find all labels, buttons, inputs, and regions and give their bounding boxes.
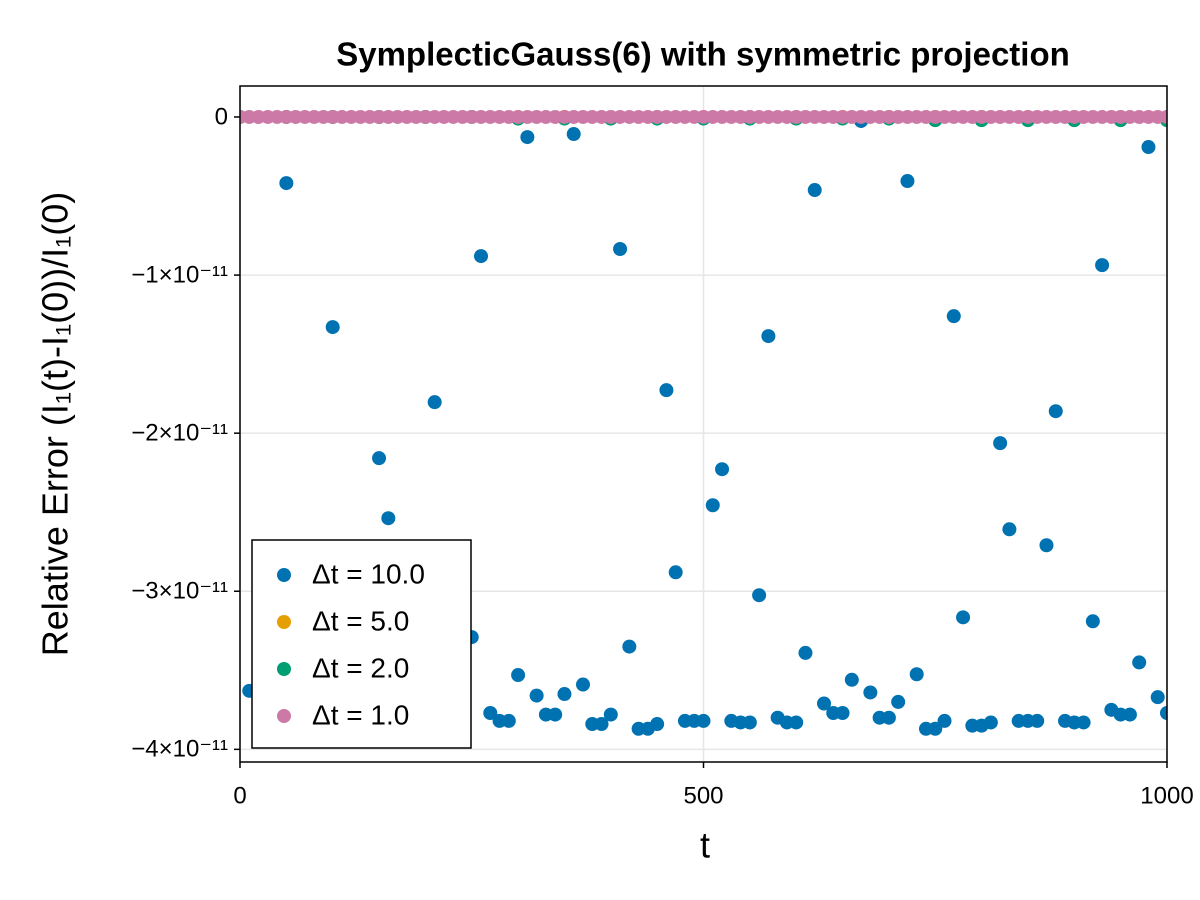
data-point <box>483 705 498 720</box>
legend: Δt = 10.0 Δt = 5.0 Δt = 2.0 Δt = 1.0 <box>251 539 472 749</box>
data-point <box>752 588 767 603</box>
data-point <box>835 705 850 720</box>
y-tick-label: −2×10⁻¹¹ <box>131 420 228 447</box>
data-point <box>798 645 813 660</box>
x-tick-label: 1000 <box>1140 782 1193 809</box>
axes: −4×10⁻¹¹ −3×10⁻¹¹ −2×10⁻¹¹ −1×10⁻¹¹ 0 0 500 100… <box>131 103 1193 809</box>
points <box>240 109 1167 736</box>
data-point <box>1039 538 1054 553</box>
data-point <box>622 639 637 654</box>
data-point <box>511 668 526 683</box>
x-axis-label: t <box>700 825 710 866</box>
legend-label: Δt = 1.0 <box>312 699 409 730</box>
data-point <box>881 710 896 725</box>
data-point <box>761 329 776 344</box>
data-point <box>1002 522 1017 537</box>
y-tick-label: −3×10⁻¹¹ <box>131 578 228 605</box>
data-point <box>1150 690 1165 705</box>
chart-title: SymplecticGauss(6) with symmetric projec… <box>336 36 1070 73</box>
legend-marker <box>277 615 291 629</box>
legend-label: Δt = 2.0 <box>312 652 409 683</box>
legend-label: Δt = 10.0 <box>312 558 425 589</box>
data-point <box>863 685 878 700</box>
data-point <box>381 511 396 526</box>
data-point <box>946 309 961 324</box>
data-point <box>1076 715 1091 730</box>
data-point <box>474 249 489 264</box>
legend-marker <box>277 709 291 723</box>
data-point <box>659 383 674 398</box>
data-point <box>668 565 683 580</box>
data-point <box>891 694 906 709</box>
data-point <box>501 713 516 728</box>
data-point <box>1160 705 1167 720</box>
data-point <box>529 688 544 703</box>
data-point <box>1122 707 1137 722</box>
legend-marker <box>277 662 291 676</box>
data-point <box>1132 655 1147 670</box>
legend-label: Δt = 5.0 <box>312 605 409 636</box>
data-point <box>1160 109 1167 124</box>
data-point <box>715 462 730 477</box>
data-point <box>928 721 943 736</box>
data-point <box>575 677 590 692</box>
data-point <box>650 717 665 732</box>
data-point <box>1030 713 1045 728</box>
y-axis-label: Relative Error (I₁(t)-I₁(0))/I₁(0) <box>35 192 76 656</box>
legend-marker <box>277 568 291 582</box>
y-tick-label: 0 <box>215 103 228 130</box>
data-point <box>900 174 915 189</box>
y-tick-label: −1×10⁻¹¹ <box>131 261 228 288</box>
data-point <box>1048 404 1063 419</box>
data-point <box>1141 140 1156 155</box>
data-point <box>1085 614 1100 629</box>
data-point <box>696 713 711 728</box>
data-point <box>566 127 581 142</box>
data-point <box>613 241 628 256</box>
y-tick-label: −4×10⁻¹¹ <box>131 736 228 763</box>
data-point <box>603 707 618 722</box>
x-tick-label: 500 <box>683 782 723 809</box>
data-point <box>817 696 832 711</box>
data-point <box>705 498 720 513</box>
data-point <box>520 130 535 145</box>
data-point <box>807 183 822 198</box>
data-point <box>427 395 442 410</box>
data-point <box>325 320 340 335</box>
data-point <box>993 436 1008 451</box>
data-point <box>937 713 952 728</box>
data-point <box>372 451 387 466</box>
data-point <box>983 715 998 730</box>
data-point <box>594 717 609 732</box>
data-point <box>557 687 572 702</box>
data-point <box>844 672 859 687</box>
data-point <box>548 707 563 722</box>
x-tick-label: 0 <box>233 782 246 809</box>
data-point <box>789 715 804 730</box>
data-point <box>956 610 971 625</box>
data-point <box>1095 258 1110 273</box>
data-point <box>909 667 924 682</box>
data-point <box>742 715 757 730</box>
data-point <box>279 176 294 191</box>
